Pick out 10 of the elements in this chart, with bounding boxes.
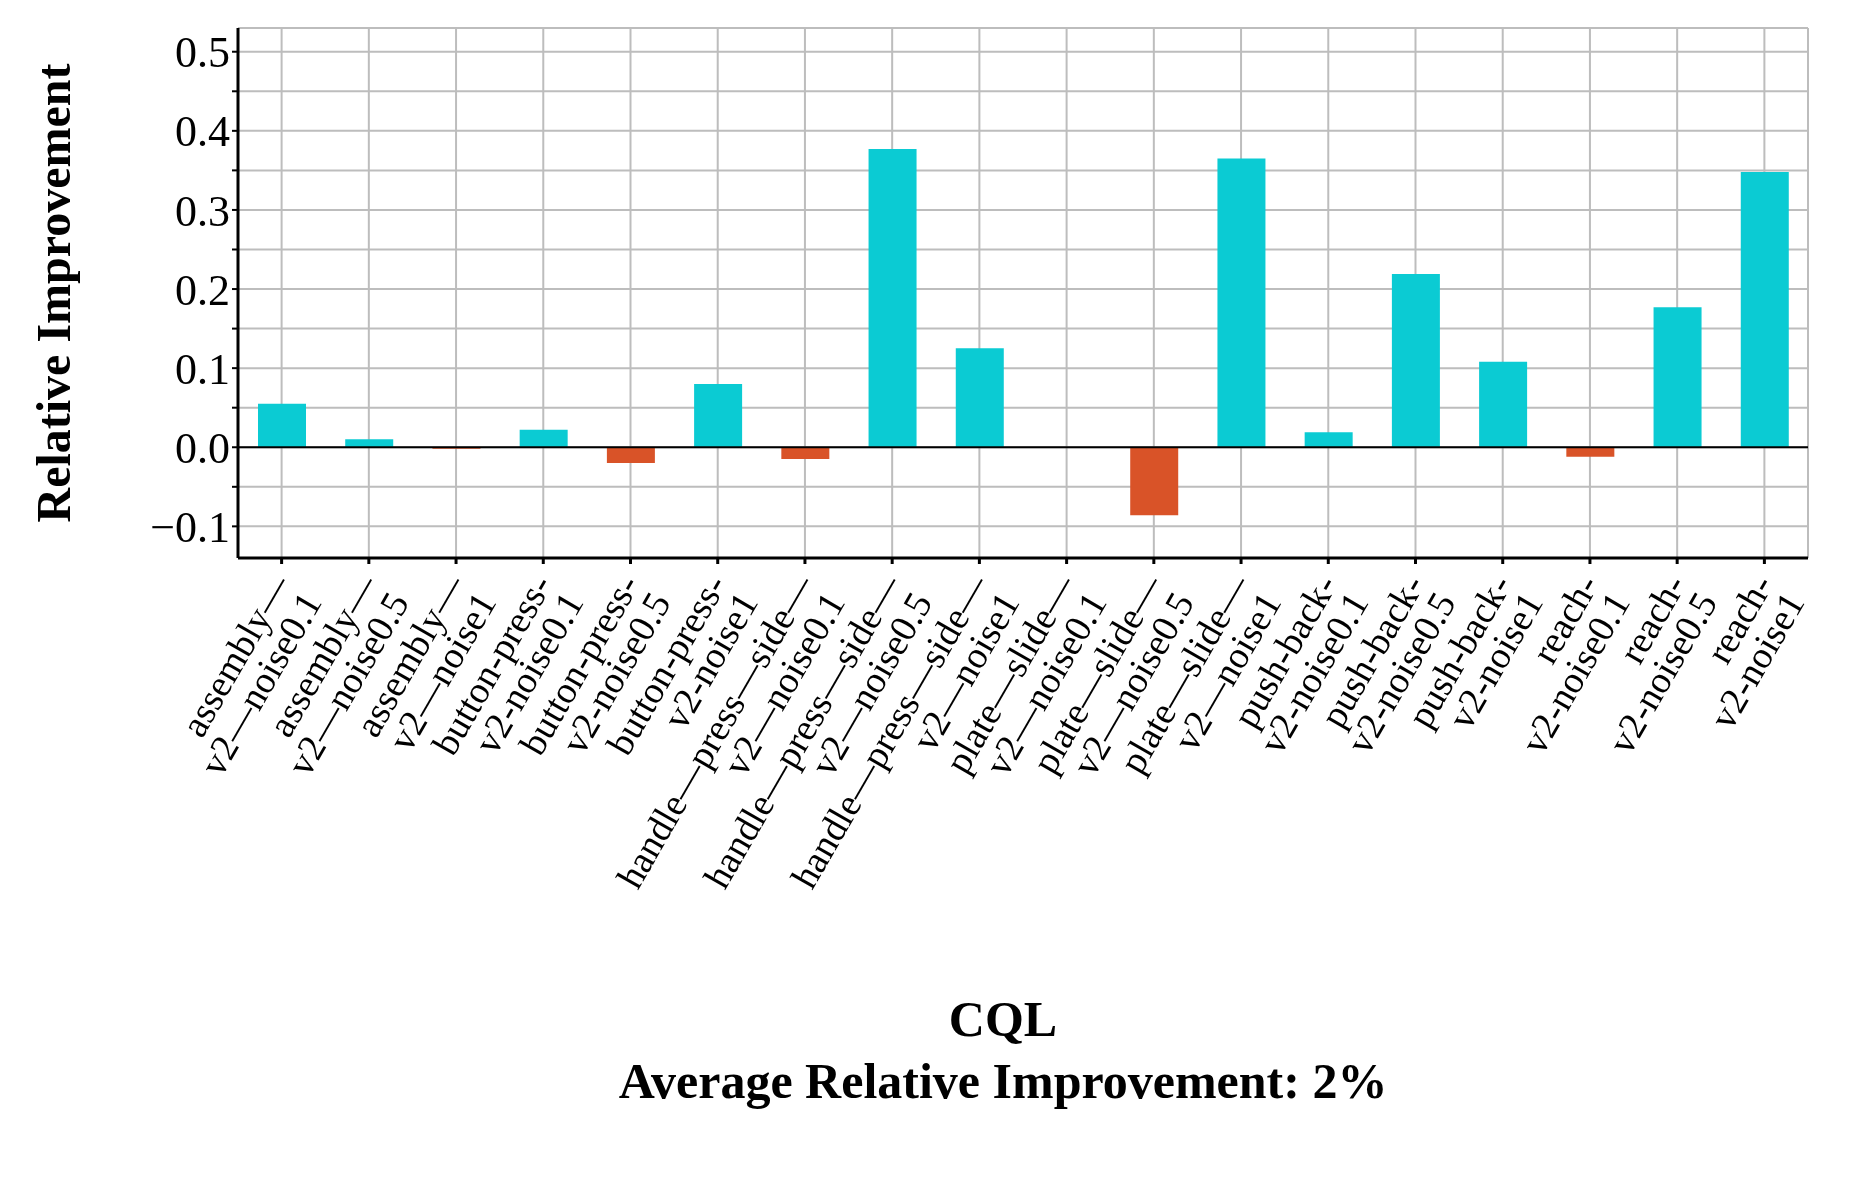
y-tick-label: 0.3: [175, 186, 230, 236]
x-axis-title: CQL: [947, 990, 1059, 1049]
y-tick-label: 0.4: [175, 107, 230, 157]
text: Average Relative Improvement: 2%: [617, 1052, 1389, 1111]
y-tick-label: 0.1: [175, 344, 230, 394]
y-tick-label: −0.1: [150, 502, 230, 552]
y-tick-label: 0.2: [175, 265, 230, 315]
y-tick-label: 0.0: [175, 423, 230, 473]
y-tick-label: 0.5: [175, 28, 230, 78]
y-axis-title: Relative Improvement: [27, 63, 81, 523]
